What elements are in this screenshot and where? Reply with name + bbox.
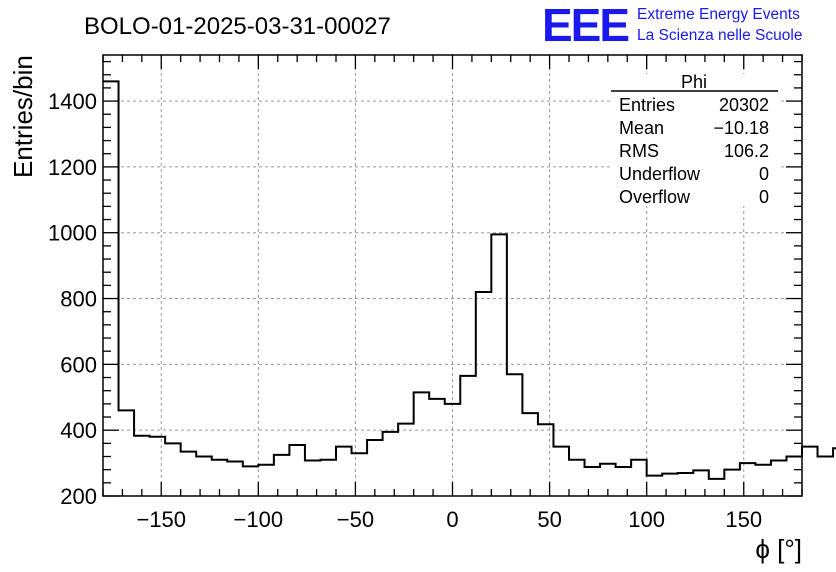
y-tick-label-6: 1400 <box>48 89 97 114</box>
eee-logo-line1: Extreme Energy Events <box>637 6 800 23</box>
x-tick-label-1: −100 <box>234 507 284 532</box>
stats-label-2: RMS <box>619 141 659 161</box>
stats-label-1: Mean <box>619 118 664 138</box>
stats-value-4: 0 <box>759 187 769 207</box>
histogram-line <box>103 80 836 480</box>
eee-logo-line2: La Scienza nelle Scuole <box>637 27 802 44</box>
y-tick-label-5: 1200 <box>48 155 97 180</box>
y-tick-label-3: 800 <box>60 287 97 312</box>
chart-title: BOLO-01-2025-03-31-00027 <box>84 13 391 40</box>
eee-logo: EEE Extreme Energy Events La Scienza nel… <box>542 0 802 51</box>
stats-label-3: Underflow <box>619 164 701 184</box>
eee-logo-mark: EEE <box>542 0 628 51</box>
x-tick-label-5: 100 <box>628 507 665 532</box>
y-tick-label-4: 1000 <box>48 221 97 246</box>
stats-label-0: Entries <box>619 95 675 115</box>
stats-value-2: 106.2 <box>724 141 769 161</box>
y-tick-label-2: 600 <box>60 352 97 377</box>
stats-value-3: 0 <box>759 164 769 184</box>
stats-box: Phi Entries 20302 Mean −10.18 RMS 106.2 Underf… <box>611 72 778 207</box>
x-axis-label: ϕ [°] <box>755 534 802 564</box>
axis-ticks <box>102 55 803 497</box>
x-tick-label-0: −150 <box>136 507 186 532</box>
stats-value-1: −10.18 <box>713 118 769 138</box>
stats-title: Phi <box>681 72 707 92</box>
x-tick-label-4: 50 <box>537 507 561 532</box>
x-tick-label-6: 150 <box>725 507 762 532</box>
tick-labels: −150 −100 −50 0 50 100 150 200 400 600 800 1000 1200… <box>48 89 762 532</box>
x-tick-label-3: 0 <box>446 507 458 532</box>
y-tick-label-0: 200 <box>60 484 97 509</box>
y-tick-label-1: 400 <box>60 418 97 443</box>
stats-box-bg <box>611 74 778 206</box>
y-axis-label: Entries/bin <box>8 55 38 178</box>
stats-label-4: Overflow <box>619 187 691 207</box>
stats-value-0: 20302 <box>719 95 769 115</box>
x-tick-label-2: −50 <box>337 507 374 532</box>
